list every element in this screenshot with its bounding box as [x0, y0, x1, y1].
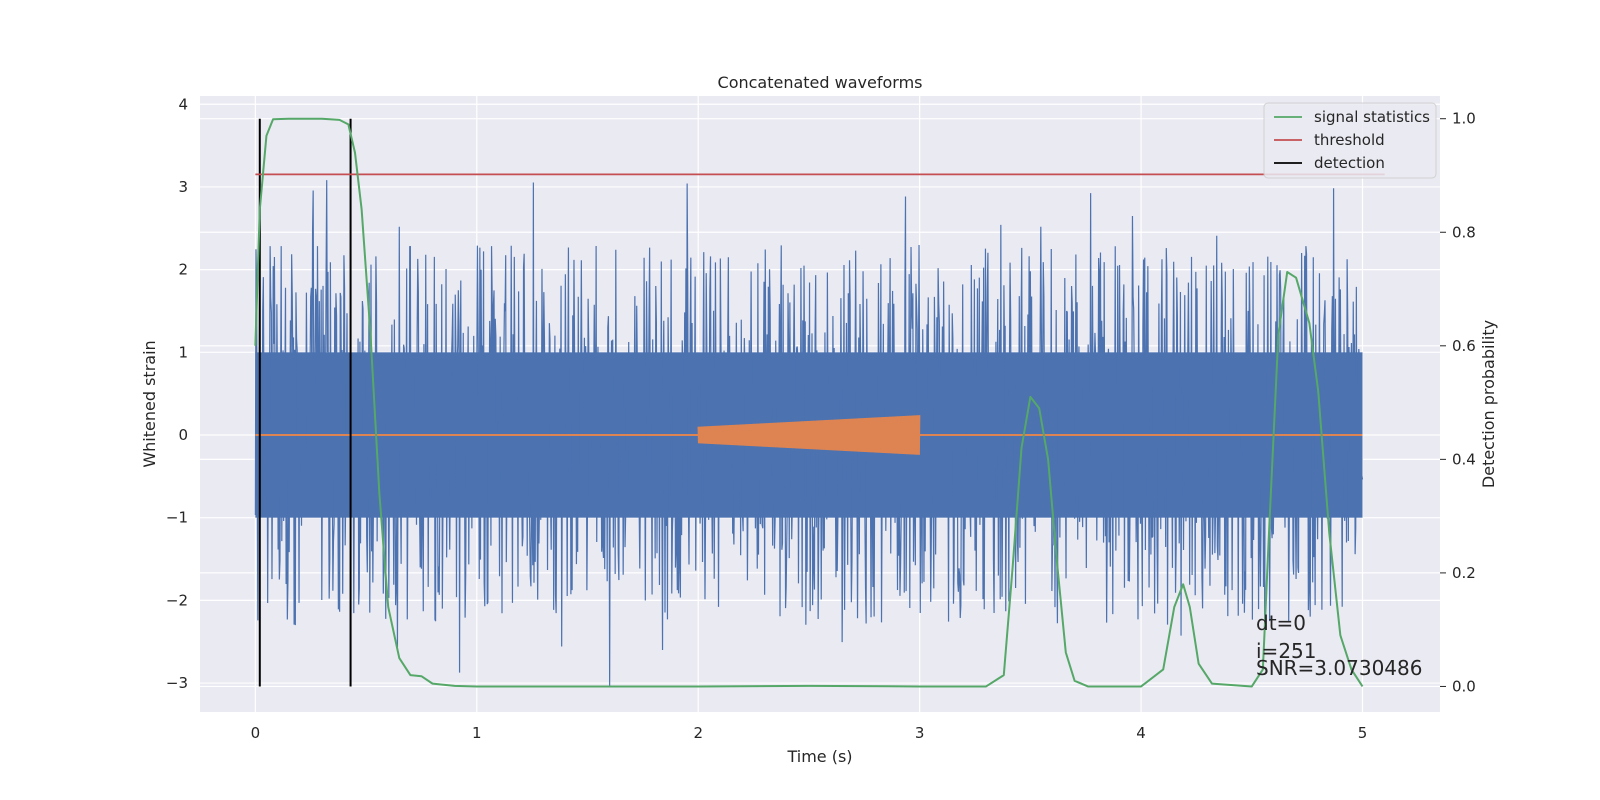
- y-tick-label: −1: [166, 509, 188, 527]
- y-tick-label: −2: [166, 591, 188, 609]
- strain-line: [254, 180, 1364, 688]
- x-tick-label: 1: [472, 724, 482, 742]
- y-tick-label: −3: [166, 674, 188, 692]
- legend: signal statistics threshold detection: [1263, 102, 1437, 179]
- legend-box: [1263, 102, 1437, 179]
- y2-tick-label: 0.8: [1452, 223, 1476, 241]
- y2-tick-label: 0.4: [1452, 450, 1476, 468]
- x-tick-label: 2: [693, 724, 703, 742]
- y-tick-label: 1: [178, 343, 188, 361]
- signal-statistics-line: [254, 117, 1364, 688]
- signal-statistics-series: [254, 117, 1364, 688]
- annotation-index: i=251: [1256, 639, 1317, 663]
- x-tick-label: 4: [1136, 724, 1146, 742]
- y2-tick-label: 0.0: [1452, 677, 1476, 695]
- y-tick-label: 0: [178, 426, 188, 444]
- legend-label-signal-statistics: signal statistics: [1314, 108, 1430, 126]
- y2-axis-label: Detection probability: [1479, 320, 1498, 488]
- y2-tick-label: 0.6: [1452, 337, 1476, 355]
- x-tick-label: 0: [251, 724, 261, 742]
- y-tick-label: 2: [178, 261, 188, 279]
- annotation-dt: dt=0: [1256, 611, 1306, 635]
- y2-tick-label: 1.0: [1452, 110, 1476, 128]
- y-tick-label: 4: [178, 95, 188, 113]
- y-axis-label: Whitened strain: [140, 340, 159, 467]
- legend-label-detection: detection: [1314, 154, 1385, 172]
- legend-label-threshold: threshold: [1314, 131, 1385, 149]
- data-layer: [254, 117, 1385, 688]
- injection-series: [255, 415, 1363, 455]
- chart-title: Concatenated waveforms: [718, 73, 923, 92]
- y2-tick-label: 0.2: [1452, 564, 1476, 582]
- x-tick-label: 5: [1358, 724, 1368, 742]
- annotation-snr: SNR=3.0730486: [1256, 656, 1422, 680]
- tick-layer: 0 1 2 3 4 5 −3 −2 −1 0 1 2 3 4 0.0 0.2 0.4 0.6 0.8 1.0: [166, 95, 1476, 742]
- injection-line: [697, 415, 921, 455]
- x-tick-label: 3: [915, 724, 925, 742]
- annotations: dt=0 i=251 SNR=3.0730486: [1256, 611, 1422, 680]
- x-axis-label: Time (s): [786, 747, 852, 766]
- y-tick-label: 3: [178, 178, 188, 196]
